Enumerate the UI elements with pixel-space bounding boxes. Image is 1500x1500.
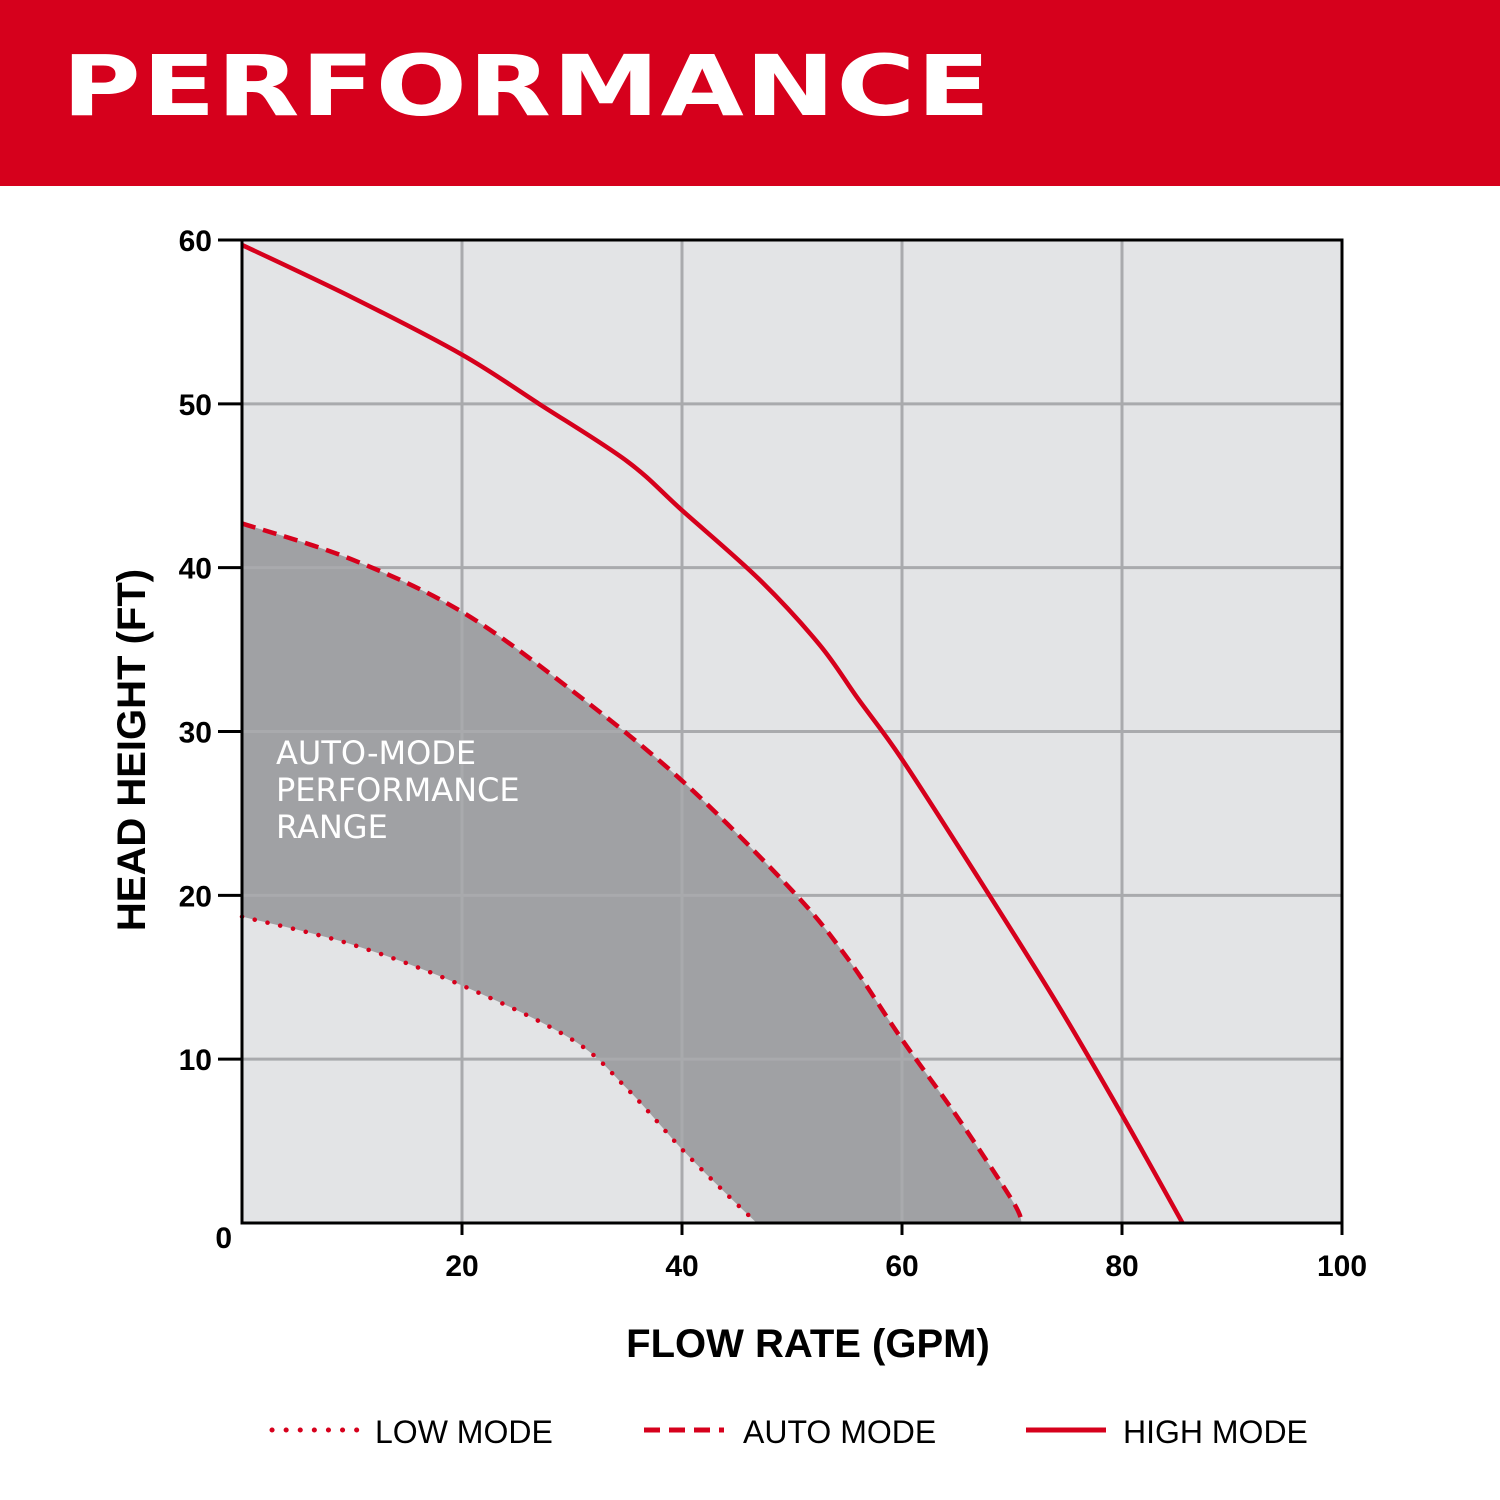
series-lines	[239, 242, 1185, 1226]
auto-mode-line	[241, 521, 1025, 1224]
axis-ticks: 20 40 60 80 100 0 10 20 30 40 50 60	[179, 225, 1367, 1283]
x-tick-label: 80	[1105, 1250, 1138, 1283]
page-title: PERFORMANCE	[62, 37, 992, 135]
x-tick-label: 40	[665, 1250, 698, 1283]
y-tick-label: 50	[179, 389, 212, 422]
y-tick-label: 60	[179, 225, 212, 258]
y-tick-label: 20	[179, 880, 212, 913]
y-tick-label: 0	[215, 1222, 232, 1255]
x-tick-label: 60	[885, 1250, 918, 1283]
high-mode-line	[241, 242, 1185, 1225]
annotation-line-1: AUTO-MODE	[276, 734, 476, 772]
legend: LOW MODE AUTO MODE HIGH MODE	[269, 1414, 1308, 1450]
x-tick-label: 20	[445, 1250, 478, 1283]
legend-label: LOW MODE	[375, 1414, 553, 1450]
legend-label: HIGH MODE	[1123, 1414, 1308, 1450]
x-tick-label: 100	[1317, 1250, 1367, 1283]
y-tick-label: 30	[179, 717, 212, 750]
title-banner: PERFORMANCE	[0, 0, 1500, 186]
range-annotation: AUTO-MODE PERFORMANCE RANGE	[276, 734, 520, 846]
grid-lines	[242, 240, 1342, 1223]
legend-label: AUTO MODE	[743, 1414, 936, 1450]
annotation-line-2: PERFORMANCE	[276, 771, 520, 809]
low-mode-line	[239, 914, 760, 1226]
y-axis-label: HEAD HEIGHT (FT)	[110, 569, 154, 931]
annotation-line-3: RANGE	[276, 808, 388, 846]
y-tick-label: 10	[179, 1044, 212, 1077]
auto-mode-range-fill	[242, 523, 1022, 1223]
x-axis-label: FLOW RATE (GPM)	[626, 1322, 990, 1366]
y-tick-label: 40	[179, 553, 212, 586]
